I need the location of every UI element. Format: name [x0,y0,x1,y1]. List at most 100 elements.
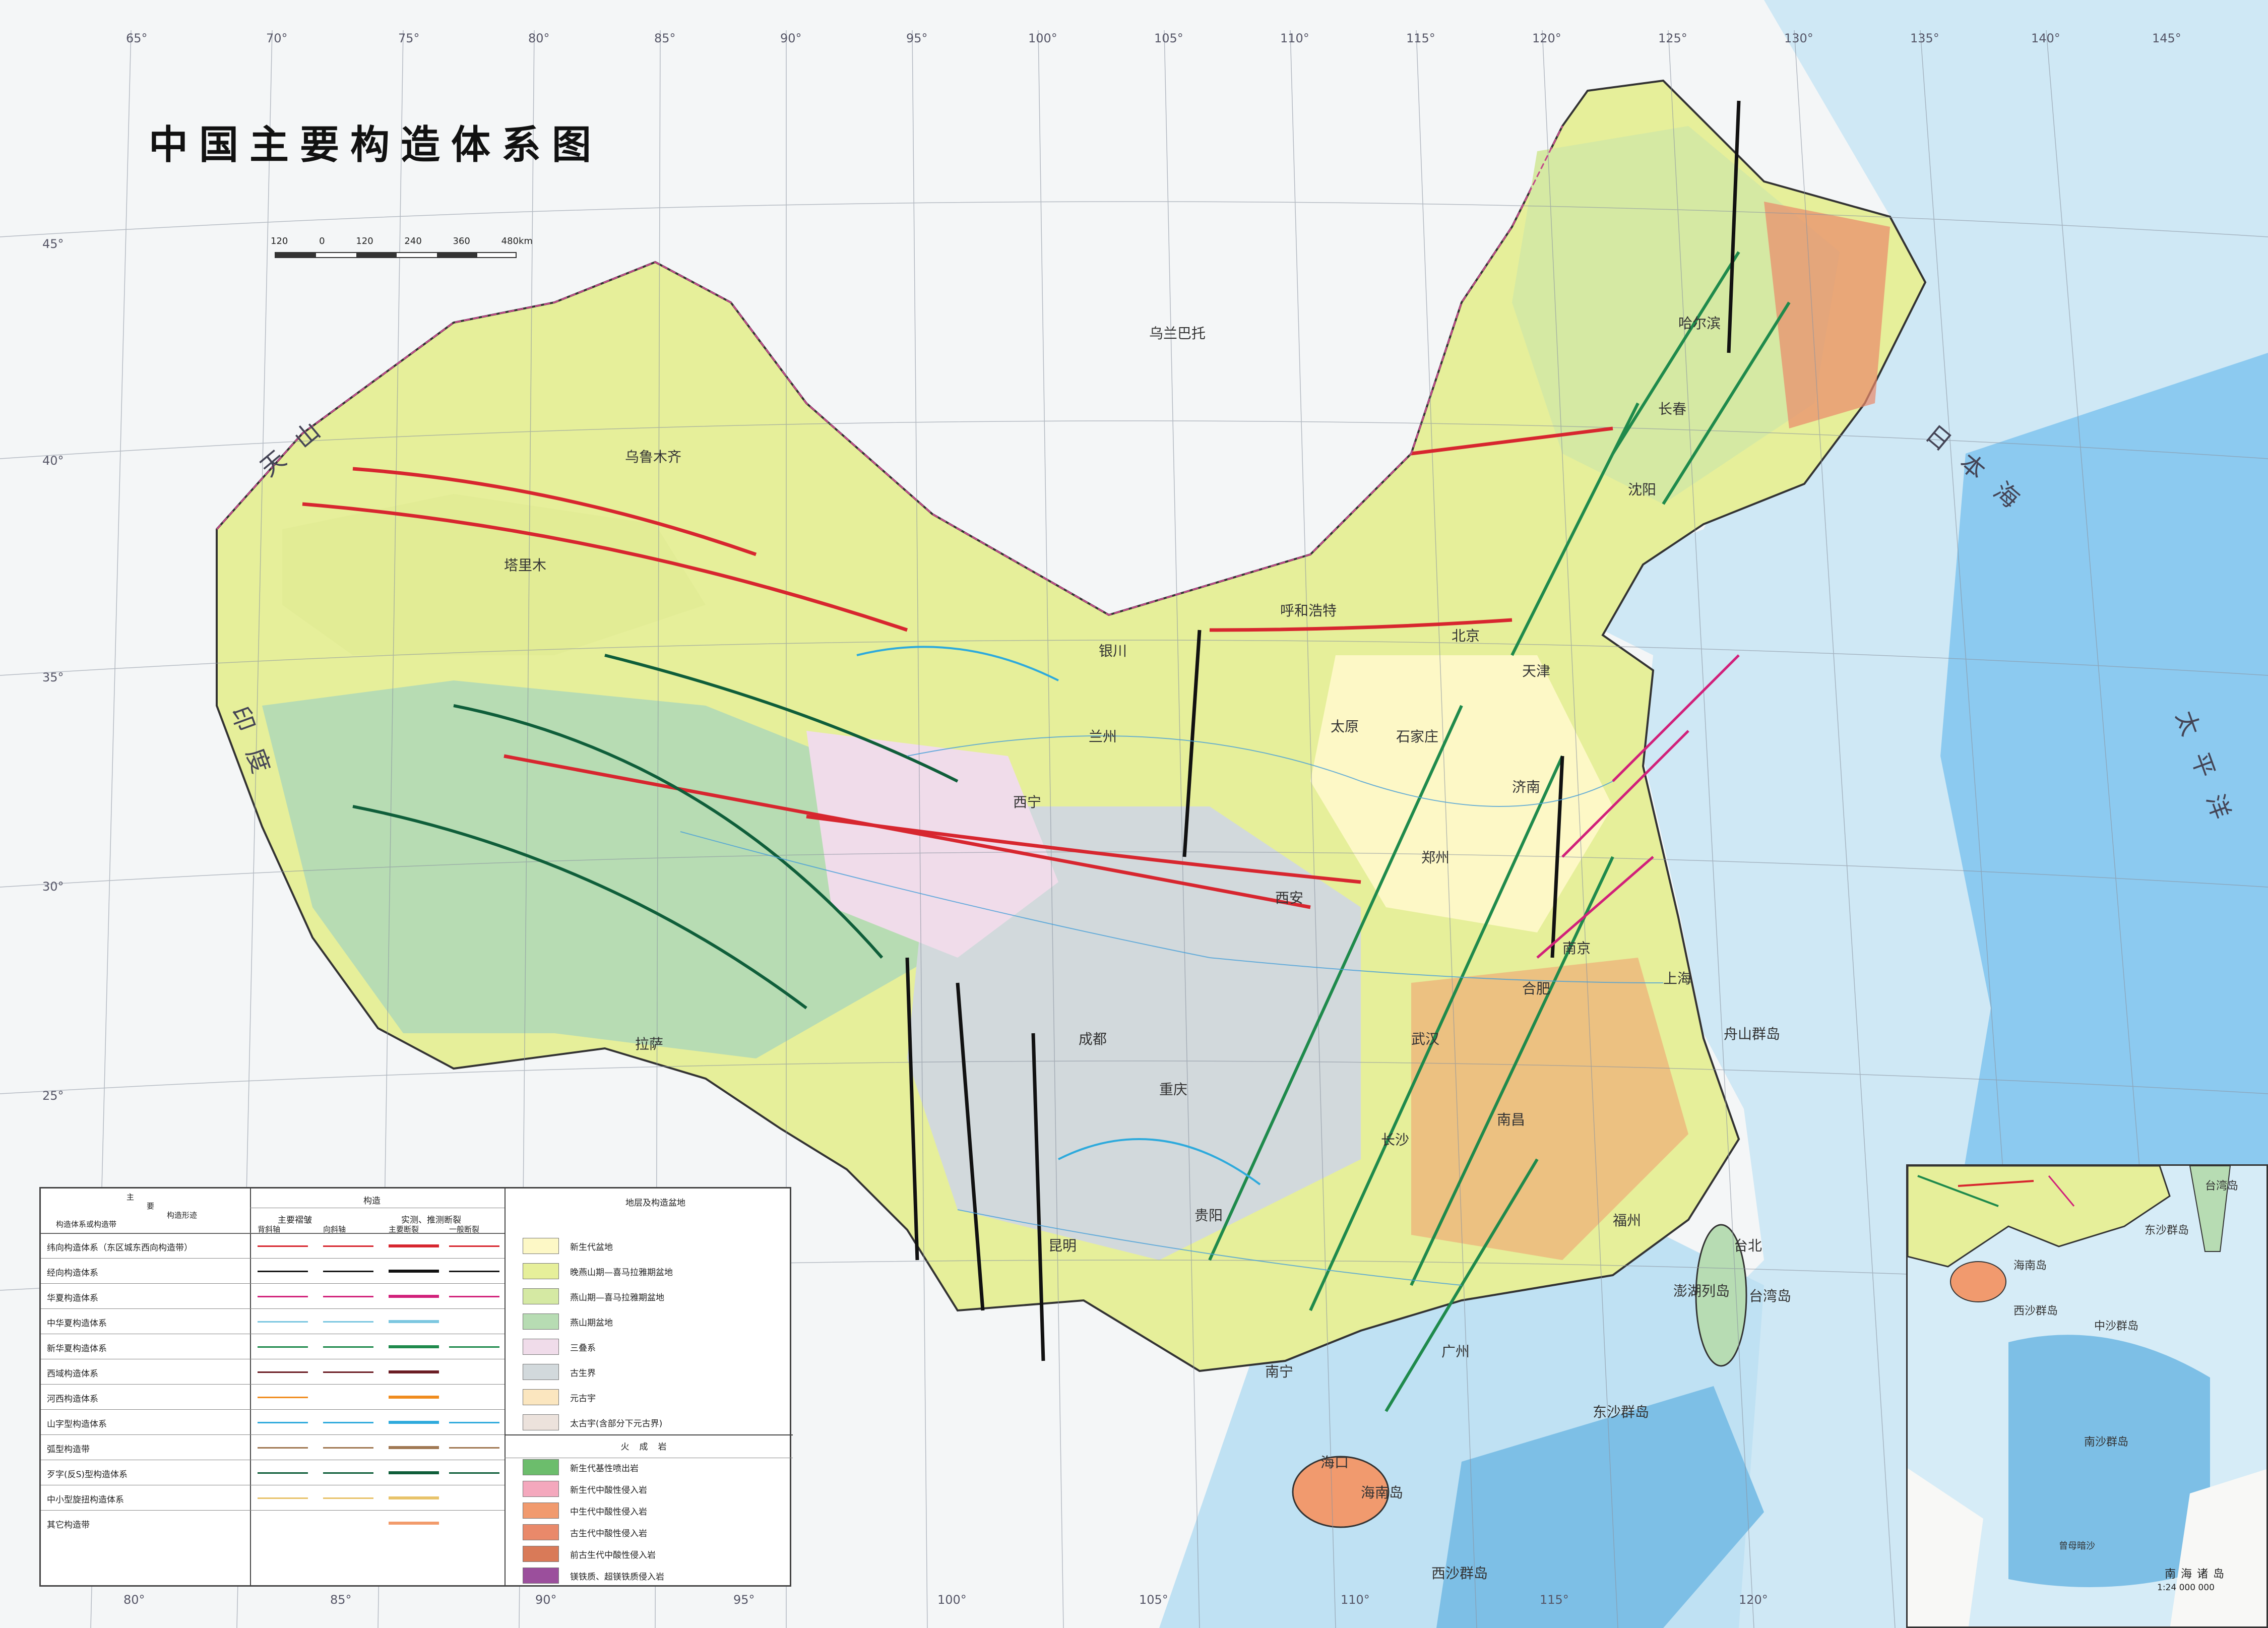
general-fault-symbol [449,1422,499,1423]
legend-system-header: 主 要 构造形迹 构造体系或构造带 [56,1193,198,1229]
igneous-row: 新生代中酸性侵入岩 [515,1476,787,1501]
main-fault-symbol [389,1471,439,1474]
lon-label: 70° [266,31,288,45]
syncline-symbol [323,1245,373,1247]
strata-row: 燕山期盆地 [515,1308,787,1334]
igneous-row: 前古生代中酸性侵入岩 [515,1541,787,1566]
igneous-row: 镁铁质、超镁铁质侵入岩 [515,1562,787,1588]
legend-system-label: 弧型构造带 [47,1445,90,1455]
epsilon-faults [856,646,1261,1185]
rivers [680,735,1664,1286]
island-label: 澎湖列岛 [1673,1283,1730,1299]
lon-label: 120° [1532,31,1561,45]
general-fault-symbol [449,1245,499,1247]
city-label: 济南 [1512,779,1541,795]
scale-labels: 120 0 120 240 360 480km [271,236,533,246]
legend-fold-header: 主要褶皱 [278,1215,312,1225]
legend-fault-header: 实测、推测断裂 [401,1215,461,1225]
map-title: 中国主要构造体系图 [149,122,603,168]
legend-header [41,1188,505,1234]
lon-label-bottom: 85° [330,1593,352,1607]
lon-label: 85° [654,31,676,45]
southeast-granites [1411,958,1688,1260]
syncline-symbol [323,1447,373,1449]
lon-label-bottom: 110° [1341,1593,1370,1607]
legend-strata-header: 地层及构造盆地 [625,1198,685,1208]
scale-tick: 480km [501,236,533,246]
legend-system-label: 歹字(反S)型构造体系 [47,1470,128,1480]
anticline-symbol [258,1422,308,1423]
strata-label: 三叠系 [570,1343,596,1353]
main-fault-symbol [389,1396,439,1399]
strata-swatch [523,1414,559,1430]
lon-label: 110° [1280,31,1309,45]
legend-system-label: 中小型旋扭构造体系 [47,1495,124,1505]
main-fault-symbol [389,1295,439,1298]
legend-system-label: 山字型构造体系 [47,1419,107,1429]
city-label: 西宁 [1013,794,1042,810]
strata-row: 新生代盆地 [515,1233,787,1258]
legend-row: 中小型旋扭构造体系 [41,1485,505,1511]
inset-label: 西沙群岛 [2013,1305,2058,1318]
ne-granites [1764,202,1890,428]
city-label: 上海 [1663,970,1692,987]
meridional-faults [905,100,1741,1361]
main-fault-symbol [389,1320,439,1323]
city-label: 南宁 [1265,1363,1294,1380]
legend-row: 中华夏构造体系 [41,1308,505,1334]
anticline-symbol [258,1321,308,1323]
legend-system-label: 西域构造体系 [47,1369,98,1379]
city-label: 西安 [1275,890,1304,906]
lon-label: 100° [1028,31,1057,45]
strata-swatch [523,1313,559,1330]
inset-label: 中沙群岛 [2094,1320,2139,1333]
scale-bar-graphic [275,252,517,258]
city-label: 北京 [1452,628,1480,644]
sichuan-south [907,806,1361,1260]
syncline-symbol [323,1472,373,1474]
lon-label-bottom: 80° [123,1593,145,1607]
igneous-swatch [523,1524,559,1540]
map-legend: 主 要 构造形迹 构造体系或构造带 构造 主要褶皱 实测、推测断裂 背斜轴 向斜… [39,1187,793,1588]
taiwan-island-shape [1695,1224,1747,1367]
general-fault-symbol [449,1271,499,1272]
lon-label-bottom: 120° [1739,1593,1768,1607]
tarim-basin [282,494,706,655]
inset-label: 台湾岛 [2205,1180,2239,1193]
legend-general-fault-header: 一般断裂 [449,1225,480,1234]
scale-tick: 360 [453,236,470,246]
general-fault-symbol [449,1447,499,1449]
city-label: 重庆 [1159,1081,1188,1098]
lon-label-bottom: 90° [535,1593,557,1607]
scale-tick: 0 [319,236,325,246]
lon-label: 95° [906,31,928,45]
lat-label: 30° [42,880,64,894]
anticline-symbol [258,1296,308,1297]
legend-row: 歹字(反S)型构造体系 [41,1460,505,1485]
general-fault-symbol [449,1472,499,1474]
city-label: 贵阳 [1194,1207,1223,1224]
lon-label: 65° [126,31,148,45]
city-label: 乌兰巴托 [1149,325,1206,342]
lon-label: 115° [1406,31,1435,45]
strata-label: 古生界 [570,1368,596,1379]
strata-swatch [523,1389,559,1405]
northeast-block [1512,126,1840,504]
strata-label: 元古宇 [570,1394,596,1404]
legend-system-label: 其它构造带 [47,1520,90,1530]
legend-row: 其它构造带 [41,1510,505,1536]
city-label: 福州 [1613,1212,1642,1229]
legend-system-label: 纬向构造体系（东区城东西向构造带） [47,1243,193,1253]
syncline-symbol [323,1271,373,1272]
inset-label: 南沙群岛 [2084,1436,2129,1449]
city-label: 长春 [1658,401,1687,417]
anticline-symbol [258,1271,308,1272]
city-label: 兰州 [1089,728,1117,745]
city-label: 呼和浩特 [1280,602,1337,619]
strata-row: 古生界 [515,1359,787,1384]
north-china-plain [1310,655,1613,932]
anticline-symbol [258,1346,308,1348]
strata-row: 晚燕山期—喜马拉雅期盆地 [515,1258,787,1283]
city-label: 塔里木 [504,557,547,574]
